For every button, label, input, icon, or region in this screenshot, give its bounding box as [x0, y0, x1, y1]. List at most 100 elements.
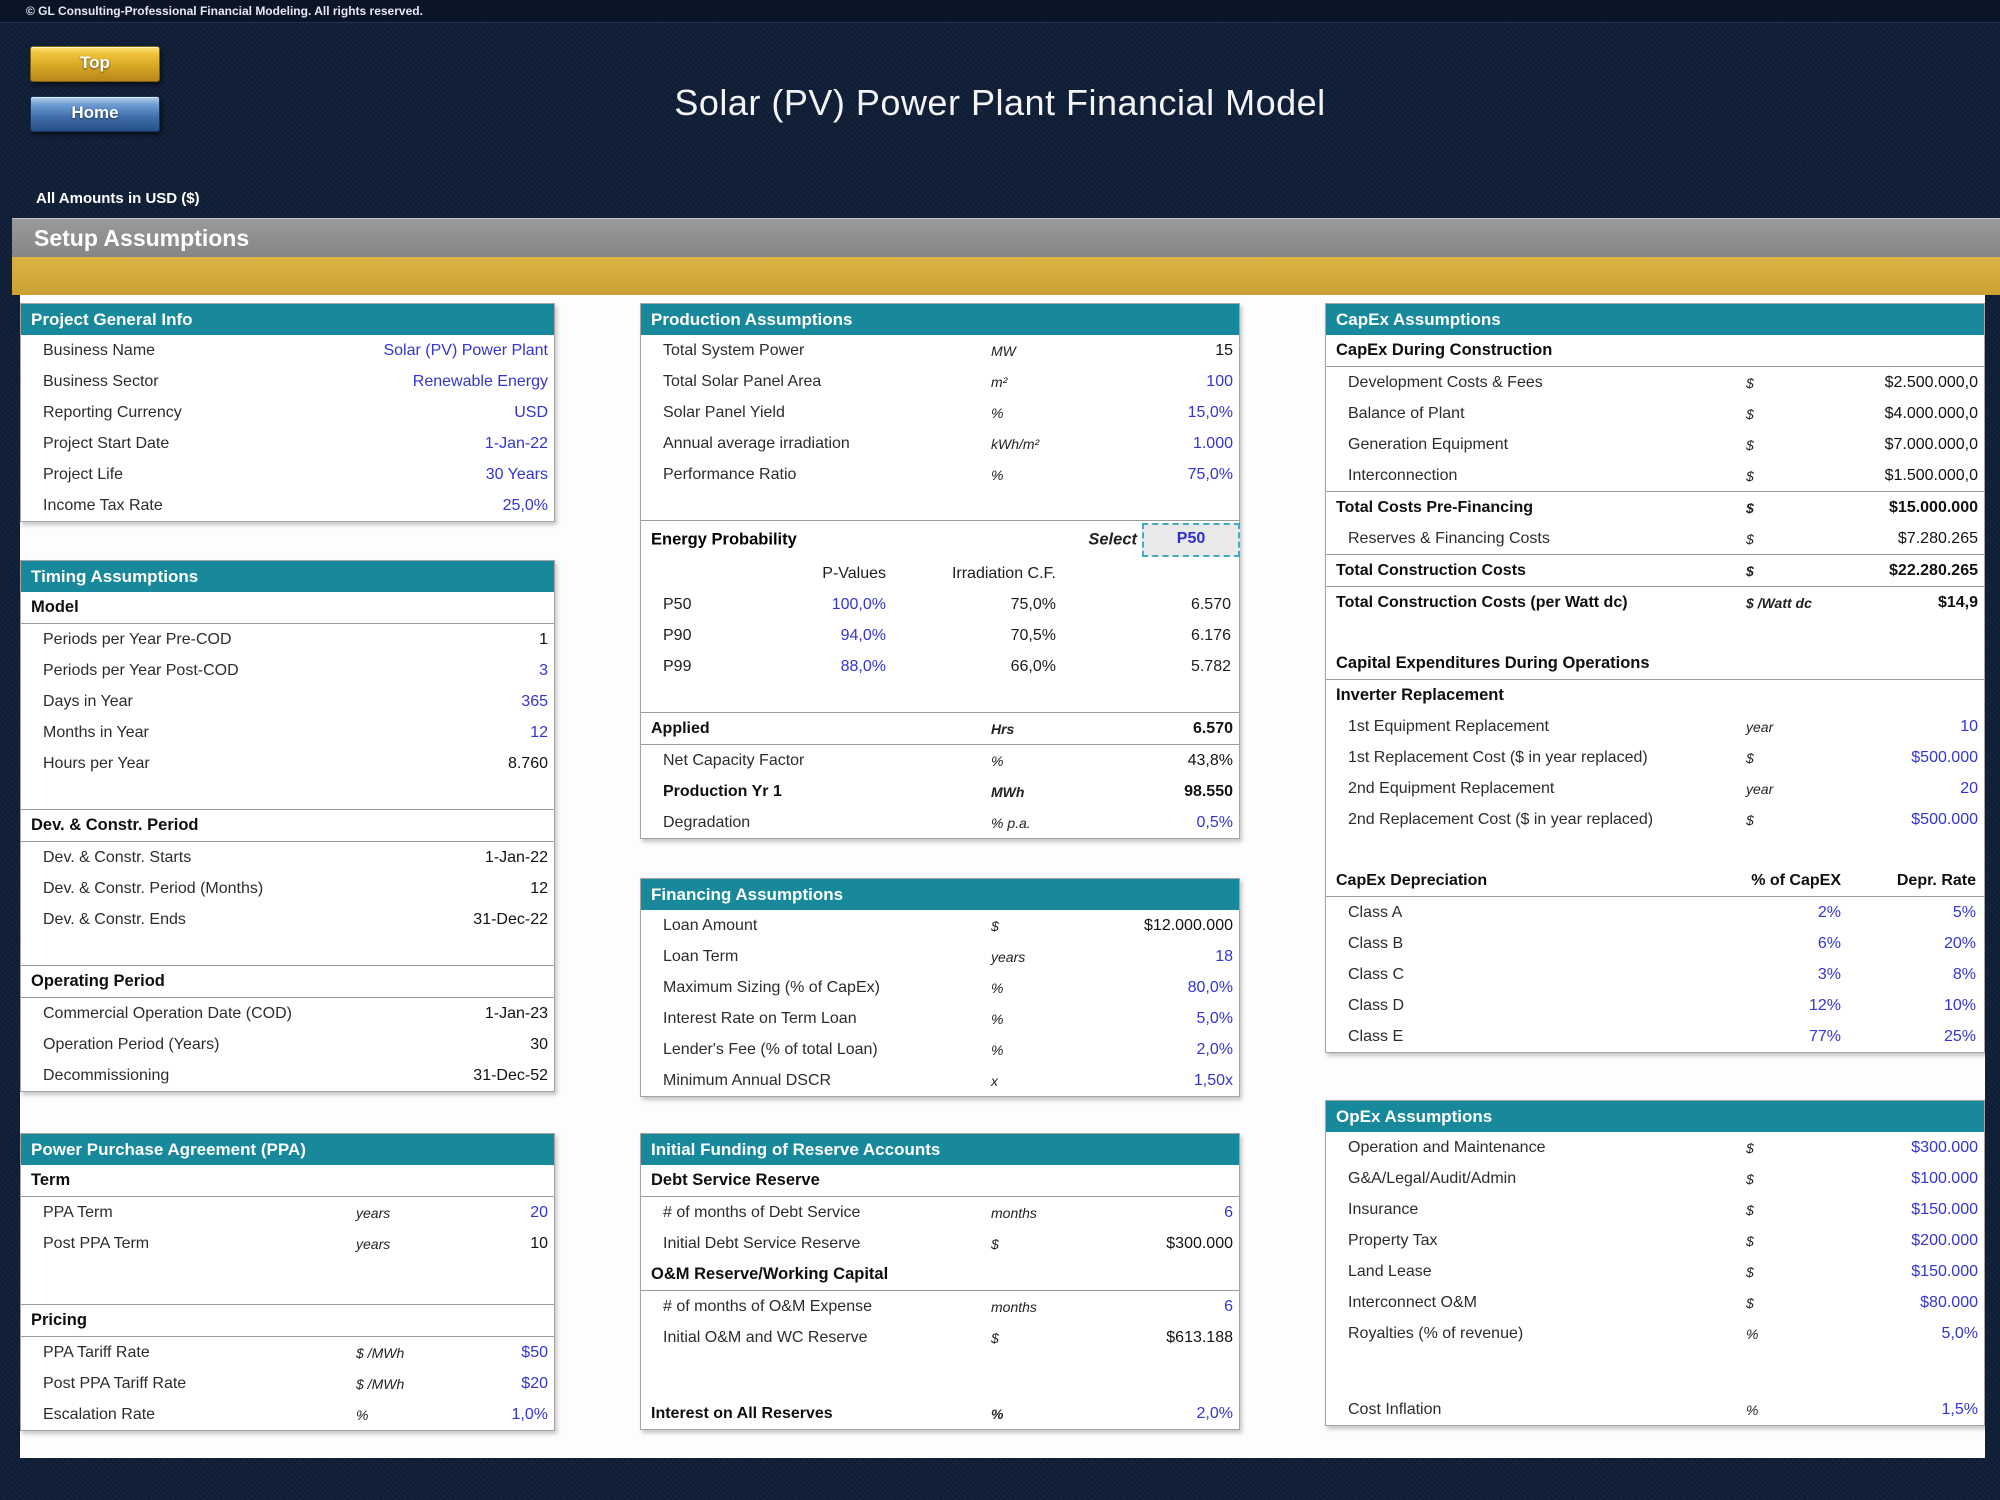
probability-select[interactable]: P50 — [1142, 523, 1240, 557]
cell-value[interactable]: 18 — [1215, 947, 1233, 965]
table-row: Loan Term years 18 — [641, 941, 1239, 972]
cell-value[interactable]: 25% — [1943, 1027, 1976, 1045]
cell-value[interactable]: $50 — [521, 1343, 548, 1361]
cell-value[interactable]: $500.000 — [1911, 748, 1978, 766]
cell-value[interactable]: Renewable Energy — [412, 372, 548, 390]
cell-value[interactable]: 6 — [1224, 1297, 1233, 1315]
cell-value: 1 — [539, 630, 548, 648]
section-subheader: O&M Reserve/Working Capital — [641, 1259, 1239, 1291]
cell-value[interactable]: 1-Jan-22 — [484, 434, 548, 452]
cell-label: Business Sector — [43, 372, 159, 390]
cell-value[interactable]: 88,0% — [840, 657, 886, 675]
cell-unit: $ — [1746, 811, 1754, 828]
cell-value[interactable]: 5,0% — [1941, 1324, 1978, 1342]
table-row: 2nd Replacement Cost ($ in year replaced… — [1326, 804, 1984, 835]
assumptions-table: Initial Funding of Reserve Accounts Debt … — [640, 1133, 1240, 1430]
cell-label: Post PPA Tariff Rate — [43, 1374, 187, 1392]
cell-value[interactable]: 94,0% — [840, 626, 886, 644]
home-button-label: Home — [71, 103, 119, 122]
cell-label: Hours per Year — [43, 754, 150, 772]
cell-value[interactable]: 77% — [1808, 1027, 1841, 1045]
cell-value[interactable]: 100,0% — [831, 595, 886, 613]
table-title: CapEx Assumptions — [1326, 304, 1984, 335]
cell-unit: $ — [1746, 530, 1754, 547]
cell-value[interactable]: $100.000 — [1911, 1169, 1978, 1187]
cell-value[interactable]: 0,5% — [1196, 813, 1233, 831]
cell-unit: % p.a. — [991, 814, 1031, 831]
cell-value[interactable]: 12% — [1808, 996, 1841, 1014]
table-row: Land Lease $ $150.000 — [1326, 1256, 1984, 1287]
cell-value[interactable]: 15,0% — [1187, 403, 1233, 421]
cell-value[interactable]: 10% — [1943, 996, 1976, 1014]
cell-value[interactable]: 5% — [1952, 903, 1976, 921]
cell-value[interactable]: $20 — [521, 1374, 548, 1392]
cell-label: Generation Equipment — [1348, 435, 1509, 453]
spacer — [1326, 618, 1984, 648]
table-row: Months in Year 12 — [21, 717, 554, 748]
cell-label: Class E — [1348, 1027, 1404, 1045]
cell-value[interactable]: Solar (PV) Power Plant — [383, 341, 548, 359]
cell-value[interactable]: 25,0% — [502, 496, 548, 514]
cell-unit: year — [1746, 780, 1774, 797]
cell-value[interactable]: USD — [514, 403, 548, 421]
cell-unit: % — [356, 1406, 369, 1423]
cell-unit: % — [991, 1405, 1004, 1422]
cell-label: Dev. & Constr. Starts — [43, 848, 192, 866]
cell-value[interactable]: 100 — [1206, 372, 1233, 390]
cell-value[interactable]: 80,0% — [1187, 978, 1233, 996]
cell-value: 6.570 — [1192, 719, 1233, 737]
cell-value[interactable]: 20 — [530, 1203, 548, 1221]
cell-label: Total Construction Costs — [1336, 561, 1526, 579]
cell-value[interactable]: 5,0% — [1196, 1009, 1233, 1027]
cell-value[interactable]: $150.000 — [1911, 1262, 1978, 1280]
cell-value: 10 — [530, 1234, 548, 1252]
table-title: Financing Assumptions — [641, 879, 1239, 910]
cell-value[interactable]: 6 — [1224, 1203, 1233, 1221]
cell-label: Operation Period (Years) — [43, 1035, 220, 1053]
cell-value[interactable]: 12 — [530, 723, 548, 741]
cell-value[interactable]: 1,0% — [511, 1405, 548, 1423]
cell-value[interactable]: 2,0% — [1196, 1404, 1233, 1422]
cell-value[interactable]: 2% — [1817, 903, 1841, 921]
home-button[interactable]: Home — [30, 96, 160, 132]
cell-value[interactable]: 365 — [521, 692, 548, 710]
cell-value[interactable]: 8% — [1952, 965, 1976, 983]
assumptions-table: CapEx Assumptions CapEx During Constructi… — [1325, 303, 1985, 1053]
cell-value: 15 — [1215, 341, 1233, 359]
table-row: Performance Ratio% 75,0% — [641, 459, 1239, 490]
page-title: Solar (PV) Power Plant Financial Model — [674, 82, 1326, 123]
cell-label: 1st Equipment Replacement — [1348, 717, 1549, 735]
table-row: Production Yr 1 MWh 98.550 — [641, 776, 1239, 807]
cell-label: Production Yr 1 — [663, 782, 782, 800]
cell-value[interactable]: 10 — [1960, 717, 1978, 735]
cell-value[interactable]: 6% — [1817, 934, 1841, 952]
cell-label: Periods per Year Post-COD — [43, 661, 239, 679]
cell-value[interactable]: $500.000 — [1911, 810, 1978, 828]
cell-value[interactable]: 1,5% — [1941, 1400, 1978, 1418]
cell-value[interactable]: $200.000 — [1911, 1231, 1978, 1249]
top-button[interactable]: Top — [30, 46, 160, 82]
cell-value[interactable]: $300.000 — [1911, 1138, 1978, 1156]
table-row: Total Costs Pre-Financing $ $15.000.000 — [1326, 491, 1984, 523]
cell-value[interactable]: 1.000 — [1192, 434, 1233, 452]
table-row: 2nd Equipment Replacement year 20 — [1326, 773, 1984, 804]
cell-value[interactable]: 20% — [1943, 934, 1976, 952]
cell-value[interactable]: 2,0% — [1196, 1040, 1233, 1058]
cell-value[interactable]: 3% — [1817, 965, 1841, 983]
cell-label: G&A/Legal/Audit/Admin — [1348, 1169, 1517, 1187]
cell-value[interactable]: $80.000 — [1920, 1293, 1978, 1311]
cell-value[interactable]: 3 — [539, 661, 548, 679]
cell-unit: year — [1746, 718, 1774, 735]
table-row: Post PPA Tariff Rate $ /MWh $20 — [21, 1368, 554, 1399]
cell-value[interactable]: 1,50x — [1193, 1071, 1233, 1089]
table-row: Total Construction Costs (per Watt dc) $ … — [1326, 586, 1984, 618]
cell-value[interactable]: $150.000 — [1911, 1200, 1978, 1218]
cell-value[interactable]: 20 — [1960, 779, 1978, 797]
cell-value[interactable]: 30 Years — [485, 465, 548, 483]
table-row: Interest Rate on Term Loan% 5,0% — [641, 1003, 1239, 1034]
cell-value: $2.500.000,0 — [1884, 373, 1978, 391]
cell-label: 1st Replacement Cost ($ in year replaced… — [1348, 748, 1648, 766]
select-caption: Select — [1088, 530, 1137, 549]
cell-value[interactable]: 75,0% — [1187, 465, 1233, 483]
table-row: # of months of Debt Service months 6 — [641, 1197, 1239, 1228]
